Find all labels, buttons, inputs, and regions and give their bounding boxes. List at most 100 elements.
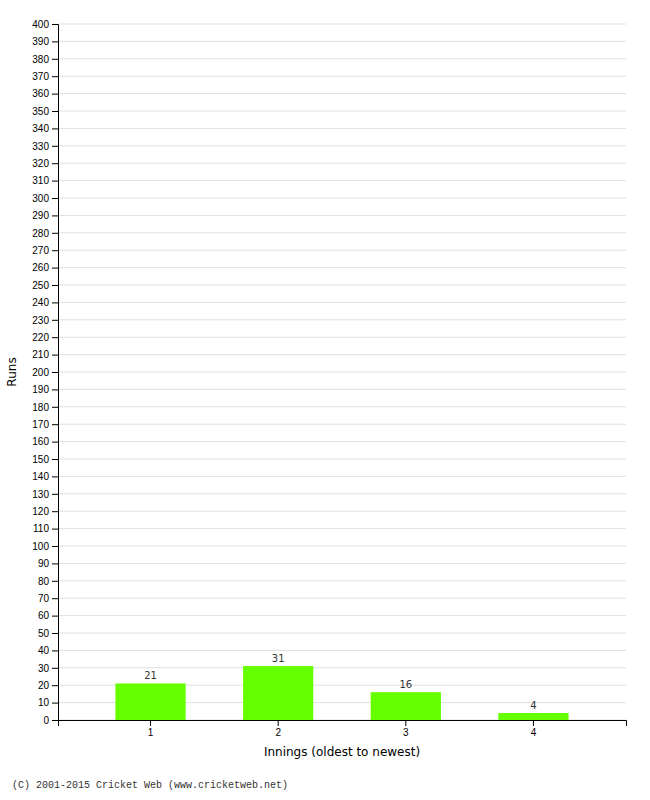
tick-label: 300: [32, 193, 49, 204]
tick-mark: [52, 529, 58, 530]
tick-label: 340: [32, 123, 49, 134]
y-tick: 50: [38, 628, 58, 639]
y-tick: 310: [32, 175, 58, 186]
tick-label: 210: [32, 349, 49, 360]
grid-line: [58, 406, 626, 407]
tick-label: 120: [32, 506, 49, 517]
tick-label: 290: [32, 210, 49, 221]
grid-line: [58, 302, 626, 303]
tick-label: 90: [38, 558, 50, 569]
y-tick: 220: [32, 332, 58, 343]
grid-line: [58, 180, 626, 181]
y-tick: 240: [32, 297, 58, 308]
axis-line: [59, 721, 627, 727]
tick-mark: [52, 337, 58, 338]
grid-line: [58, 145, 626, 146]
grid-line: [58, 389, 626, 390]
grid-line: [58, 493, 626, 494]
y-tick: 300: [32, 193, 58, 204]
tick-label: 230: [32, 315, 49, 326]
tick-mark: [52, 250, 58, 251]
y-tick: 100: [32, 541, 58, 552]
y-tick: 130: [32, 489, 58, 500]
tick-label: 10: [38, 697, 50, 708]
tick-mark: [52, 389, 58, 390]
tick-label: 280: [32, 228, 49, 239]
grid-line: [58, 76, 626, 77]
tick-mark: [52, 407, 58, 408]
tick-label: 320: [32, 158, 49, 169]
grid-line: [58, 267, 626, 268]
data-label: 4: [530, 700, 536, 711]
tick-label: 390: [32, 36, 49, 47]
tick-mark: [52, 41, 58, 42]
grid-line: [58, 563, 626, 564]
tick-mark: [52, 128, 58, 129]
tick-mark: [52, 459, 58, 460]
grid-line: [58, 41, 626, 42]
tick-label: 80: [38, 576, 50, 587]
grid-line: [58, 372, 626, 373]
y-tick: 290: [32, 210, 58, 221]
y-tick: 160: [32, 436, 58, 447]
tick-label: 180: [32, 402, 49, 413]
x-tick: 3: [403, 720, 409, 738]
data-label: 16: [399, 679, 412, 690]
y-tick: 260: [32, 262, 58, 273]
tick-mark: [52, 494, 58, 495]
grid-line: [58, 528, 626, 529]
y-tick: 110: [33, 523, 58, 534]
tick-mark: [52, 650, 58, 651]
tick-label: 100: [32, 541, 49, 552]
tick-mark: [405, 720, 406, 726]
grid: [58, 24, 626, 720]
tick-mark: [52, 546, 58, 547]
y-tick: 390: [32, 36, 58, 47]
grid-line: [58, 476, 626, 477]
x-axis-title: Innings (oldest to newest): [264, 745, 420, 759]
grid-line: [58, 424, 626, 425]
grid-line: [58, 93, 626, 94]
grid-line: [58, 598, 626, 599]
tick-mark: [52, 442, 58, 443]
tick-mark: [52, 424, 58, 425]
y-tick: 30: [38, 663, 58, 674]
x-tick: 1: [148, 720, 154, 738]
grid-line: [58, 163, 626, 164]
tick-label: 1: [148, 727, 154, 738]
tick-label: 4: [531, 727, 537, 738]
y-tick: 340: [32, 123, 58, 134]
tick-mark: [52, 616, 58, 617]
tick-label: 60: [38, 610, 50, 621]
x-tick: 2: [275, 720, 281, 738]
tick-mark: [533, 720, 534, 726]
tick-label: 130: [32, 489, 49, 500]
grid-line: [58, 215, 626, 216]
tick-label: 220: [32, 332, 49, 343]
tick-label: 170: [32, 419, 49, 430]
tick-label: 330: [32, 141, 49, 152]
tick-mark: [52, 581, 58, 582]
tick-label: 30: [38, 663, 50, 674]
grid-line: [58, 337, 626, 338]
tick-label: 160: [32, 436, 49, 447]
y-tick: 70: [38, 593, 58, 604]
tick-label: 380: [32, 54, 49, 65]
data-labels: 2131164: [144, 653, 536, 711]
tick-label: 190: [32, 384, 49, 395]
y-tick: 170: [32, 419, 58, 430]
y-tick: 250: [32, 280, 58, 291]
tick-label: 310: [32, 175, 49, 186]
tick-mark: [52, 285, 58, 286]
grid-line: [58, 354, 626, 355]
tick-mark: [52, 703, 58, 704]
tick-mark: [52, 94, 58, 95]
grid-line: [58, 546, 626, 547]
tick-mark: [52, 320, 58, 321]
grid-line: [58, 633, 626, 634]
grid-line: [58, 319, 626, 320]
tick-label: 360: [32, 88, 49, 99]
grid-line: [58, 615, 626, 616]
y-tick: 10: [38, 697, 58, 708]
y-tick: 0: [43, 715, 58, 726]
